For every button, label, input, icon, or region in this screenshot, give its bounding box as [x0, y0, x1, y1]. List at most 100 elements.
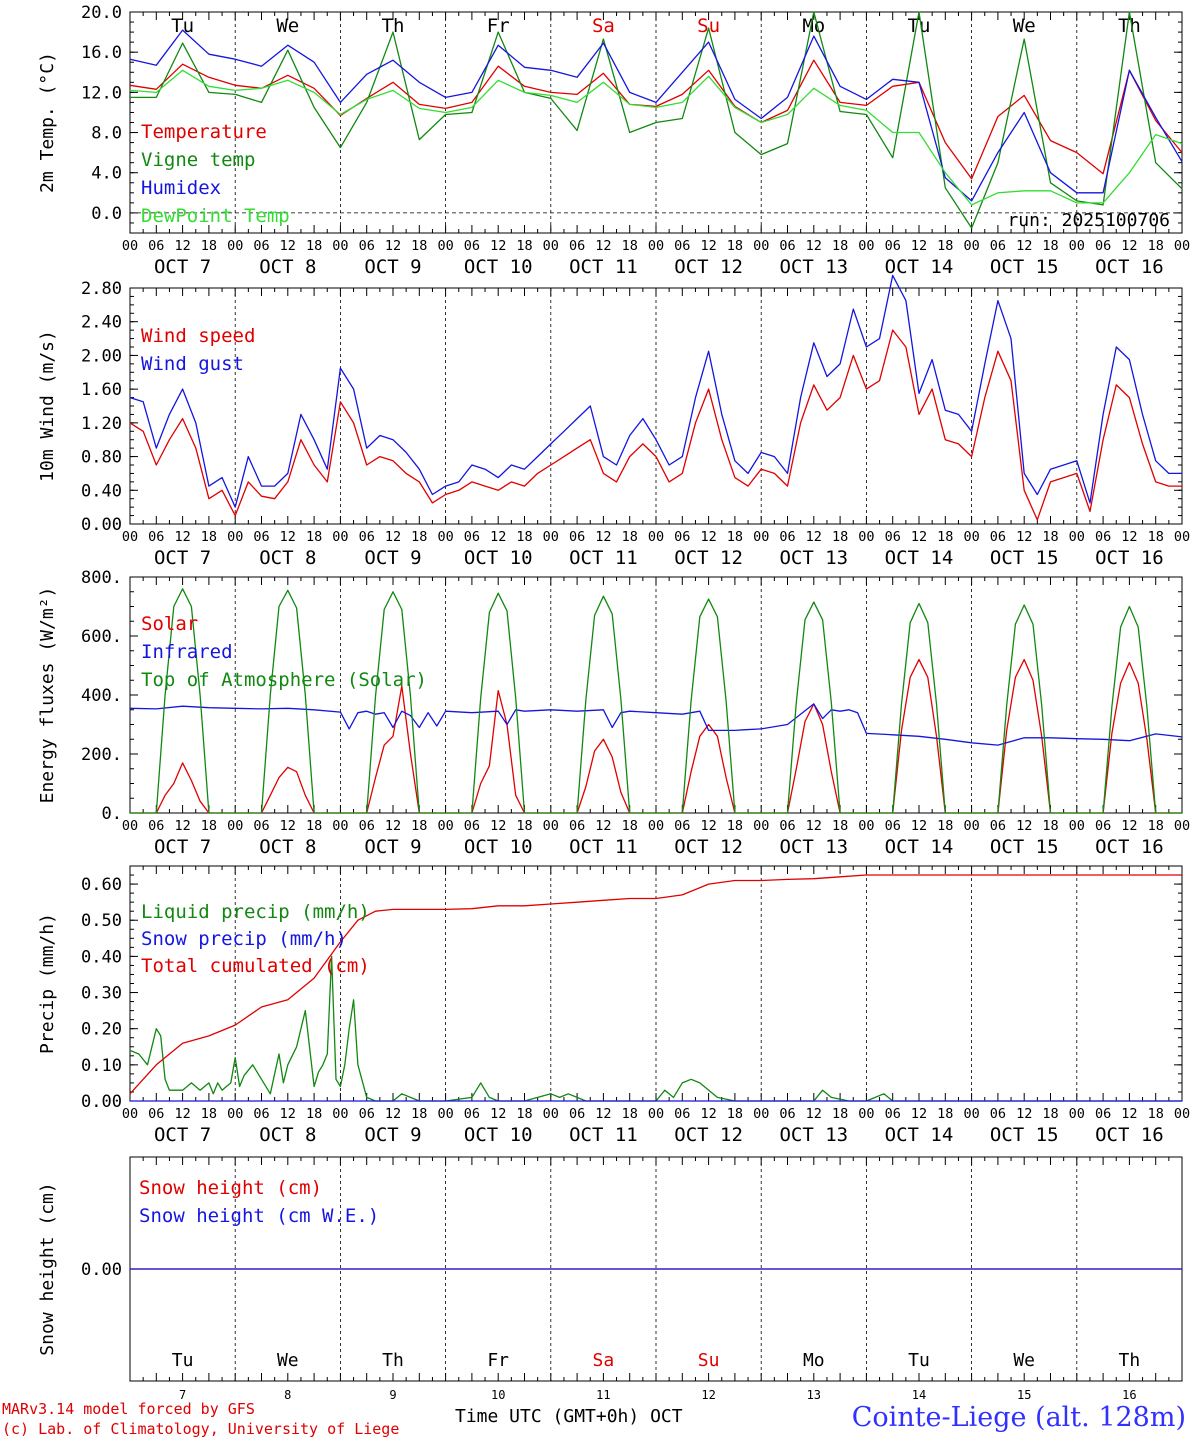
date-label: OCT 13 — [779, 547, 848, 569]
hour-label: 18 — [306, 818, 322, 834]
y-tick-label: 4.0 — [91, 164, 122, 184]
hour-label: 18 — [201, 1106, 217, 1122]
hour-label: 00 — [437, 529, 453, 545]
hour-label: 00 — [753, 529, 769, 545]
hour-label: 06 — [359, 529, 375, 545]
hour-label: 18 — [832, 1106, 848, 1122]
y-tick-label: 8.0 — [91, 124, 122, 144]
hour-label: 18 — [937, 818, 953, 834]
series-liquid-precip-mm-h — [129, 955, 1182, 1102]
hour-label: 06 — [990, 818, 1006, 834]
date-label: OCT 7 — [154, 547, 211, 569]
hour-label: 12 — [174, 818, 190, 834]
hour-label: 12 — [385, 818, 401, 834]
y-tick-label: 20.0 — [81, 3, 122, 23]
day-number-label: 9 — [389, 1388, 396, 1402]
weekday-label: We — [1013, 1350, 1035, 1371]
date-label: OCT 10 — [464, 836, 533, 858]
hour-label: 12 — [700, 238, 716, 254]
y-tick-label: 0. — [102, 804, 122, 824]
day-number-label: 7 — [179, 1388, 186, 1402]
date-label: OCT 15 — [990, 1124, 1059, 1146]
hour-label: 18 — [727, 238, 743, 254]
hour-label: 12 — [1121, 238, 1137, 254]
date-label: OCT 16 — [1095, 256, 1164, 278]
hour-label: 18 — [832, 529, 848, 545]
weekday-label: Mo — [802, 15, 825, 37]
hour-label: 06 — [569, 818, 585, 834]
date-label: OCT 8 — [259, 836, 316, 858]
date-label: OCT 9 — [364, 1124, 421, 1146]
weekday-label: Th — [382, 1350, 404, 1371]
y-tick-label: 2.80 — [81, 279, 122, 299]
y-tick-label: 1.60 — [81, 380, 122, 400]
weekday-label: Tu — [171, 15, 194, 37]
hour-label: 00 — [122, 818, 138, 834]
hour-label: 12 — [1016, 238, 1032, 254]
weekday-label: Fr — [487, 1350, 509, 1371]
series-temperature — [129, 59, 1183, 180]
hour-label: 00 — [858, 238, 874, 254]
hour-label: 12 — [280, 238, 296, 254]
hour-label: 12 — [700, 818, 716, 834]
hour-label: 06 — [990, 1106, 1006, 1122]
hour-label: 00 — [227, 818, 243, 834]
hour-label: 00 — [858, 1106, 874, 1122]
hour-label: 00 — [332, 529, 348, 545]
hour-label: 00 — [1069, 1106, 1085, 1122]
series-total-cumulated-cm — [129, 874, 1182, 1095]
legend-entry: Snow height (cm W.E.) — [139, 1205, 379, 1227]
hour-label: 12 — [490, 529, 506, 545]
hour-label: 18 — [201, 238, 217, 254]
legend-entry: Total cumulated (cm) — [141, 955, 370, 977]
hour-label: 06 — [990, 238, 1006, 254]
hour-label: 12 — [595, 1106, 611, 1122]
y-tick-label: 0.50 — [81, 911, 122, 931]
hour-label: 18 — [937, 238, 953, 254]
weekday-label: We — [276, 15, 299, 37]
date-label: OCT 8 — [259, 1124, 316, 1146]
time-axis-title: Time UTC (GMT+0h) OCT — [455, 1406, 683, 1427]
hour-label: 12 — [911, 238, 927, 254]
hour-label: 06 — [464, 529, 480, 545]
hour-label: 18 — [727, 1106, 743, 1122]
hour-label: 12 — [385, 529, 401, 545]
date-label: OCT 10 — [464, 1124, 533, 1146]
hour-label: 06 — [359, 238, 375, 254]
series-infrared — [129, 703, 1183, 746]
hour-label: 12 — [174, 238, 190, 254]
y-tick-label: 0.00 — [81, 1260, 122, 1280]
series-humidex — [129, 29, 1183, 202]
hour-label: 06 — [674, 818, 690, 834]
hour-label: 00 — [122, 238, 138, 254]
date-label: OCT 7 — [154, 836, 211, 858]
hour-label: 00 — [332, 1106, 348, 1122]
date-label: OCT 10 — [464, 256, 533, 278]
y-tick-label: 0.80 — [81, 448, 122, 468]
legend-entry: DewPoint Temp — [141, 205, 290, 227]
legend-entry: Infrared — [141, 641, 233, 663]
hour-label: 12 — [806, 238, 822, 254]
hour-label: 06 — [569, 1106, 585, 1122]
hour-label: 00 — [753, 238, 769, 254]
hour-label: 18 — [411, 529, 427, 545]
hour-label: 18 — [937, 1106, 953, 1122]
y-axis-label: Snow height (cm) — [37, 1182, 58, 1355]
hour-label: 18 — [832, 818, 848, 834]
hour-label: 06 — [148, 238, 164, 254]
legend-entry: Snow height (cm) — [139, 1177, 322, 1199]
hour-label: 18 — [622, 818, 638, 834]
hour-label: 06 — [885, 529, 901, 545]
hour-label: 12 — [280, 1106, 296, 1122]
hour-label: 18 — [306, 238, 322, 254]
hour-label: 00 — [332, 238, 348, 254]
hour-label: 06 — [148, 1106, 164, 1122]
weekday-label: Th — [1119, 1350, 1141, 1371]
date-label: OCT 11 — [569, 547, 638, 569]
hour-label: 00 — [1174, 529, 1190, 545]
y-tick-label: 2.00 — [81, 346, 122, 366]
y-tick-label: 0.40 — [81, 481, 122, 501]
hour-label: 06 — [359, 818, 375, 834]
hour-label: 00 — [543, 238, 559, 254]
